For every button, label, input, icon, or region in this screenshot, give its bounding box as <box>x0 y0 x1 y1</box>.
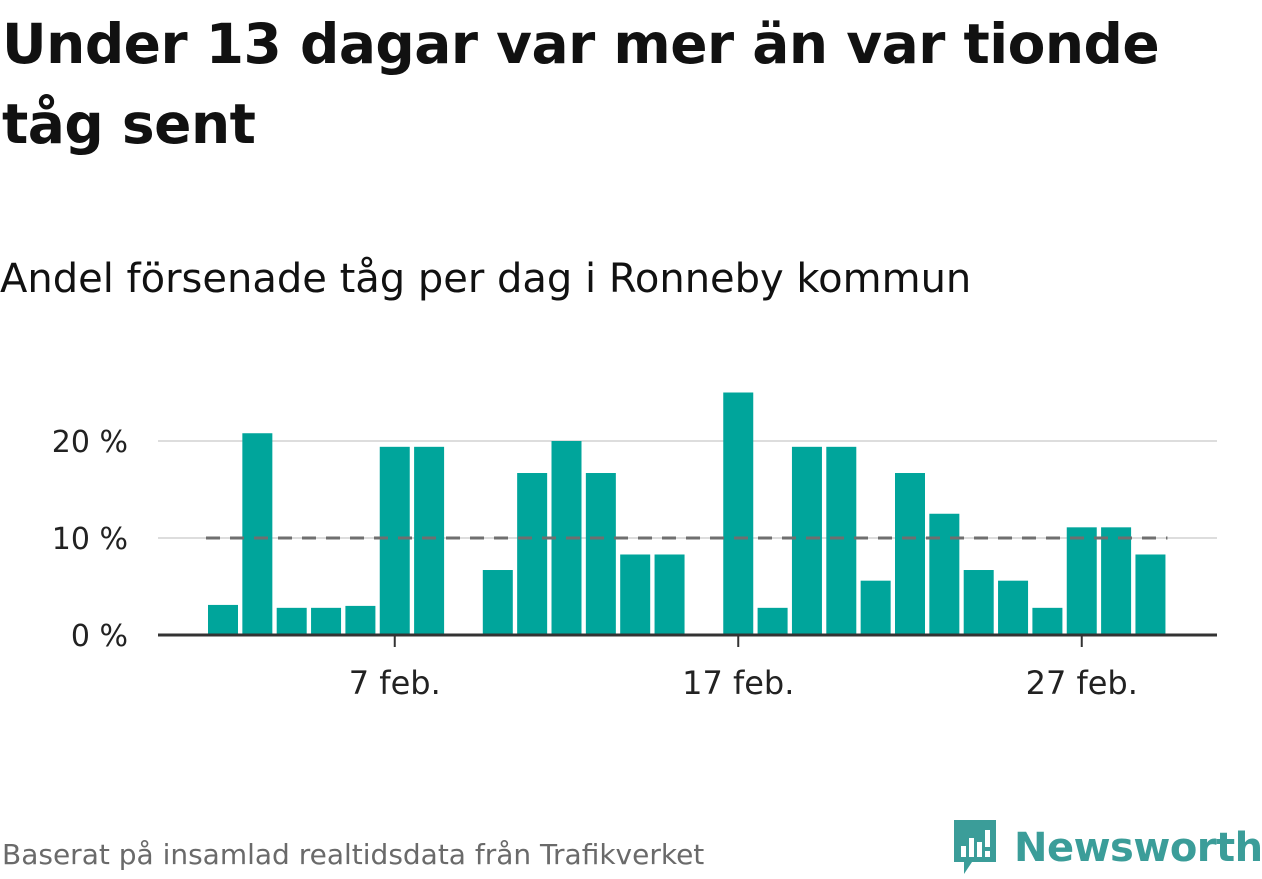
bar <box>1032 607 1063 635</box>
bar <box>654 554 685 635</box>
bar <box>620 554 651 635</box>
bar-chart: 0 % 10 % 20 % 7 feb. 17 feb. 27 feb. <box>52 392 1217 702</box>
bar <box>208 604 238 635</box>
newsworthy-logo[interactable]: Newsworthy <box>950 818 1262 878</box>
bar <box>1066 527 1097 635</box>
bar <box>414 446 445 635</box>
bar <box>379 446 410 635</box>
bars <box>208 392 1166 635</box>
y-tick-label: 0 % <box>71 619 128 654</box>
bar <box>998 580 1029 635</box>
bar <box>517 473 548 635</box>
bar <box>757 607 788 635</box>
bar <box>723 392 754 635</box>
bar <box>1135 554 1166 635</box>
x-tick-label: 17 feb. <box>682 664 794 702</box>
chart-subtitle: Andel försenade tåg per dag i Ronneby ko… <box>0 256 972 302</box>
x-tick-label: 27 feb. <box>1026 664 1138 702</box>
bar <box>826 446 857 635</box>
bar <box>482 570 513 635</box>
bar <box>1101 527 1132 635</box>
x-tick-label: 7 feb. <box>349 664 441 702</box>
bar <box>895 473 925 635</box>
logo-text: Newsworthy <box>1014 825 1262 871</box>
bar <box>276 607 307 635</box>
bar <box>311 607 342 635</box>
source-note: Baserat på insamlad realtidsdata från Tr… <box>2 838 705 871</box>
bar <box>345 605 376 635</box>
bar <box>929 513 960 635</box>
chart-title: Under 13 dagar var mer än var tionde tåg… <box>2 12 1160 156</box>
newsworthy-chart-bubble-icon <box>954 820 996 874</box>
axes: 0 % 10 % 20 % 7 feb. 17 feb. 27 feb. <box>52 425 1217 702</box>
y-tick-label: 20 % <box>52 425 128 460</box>
bar <box>242 433 273 635</box>
bar <box>963 570 994 635</box>
bar <box>585 473 616 635</box>
grid-lines <box>158 440 1217 539</box>
y-tick-label: 10 % <box>52 522 128 557</box>
bar <box>860 580 891 635</box>
bar <box>791 446 822 635</box>
